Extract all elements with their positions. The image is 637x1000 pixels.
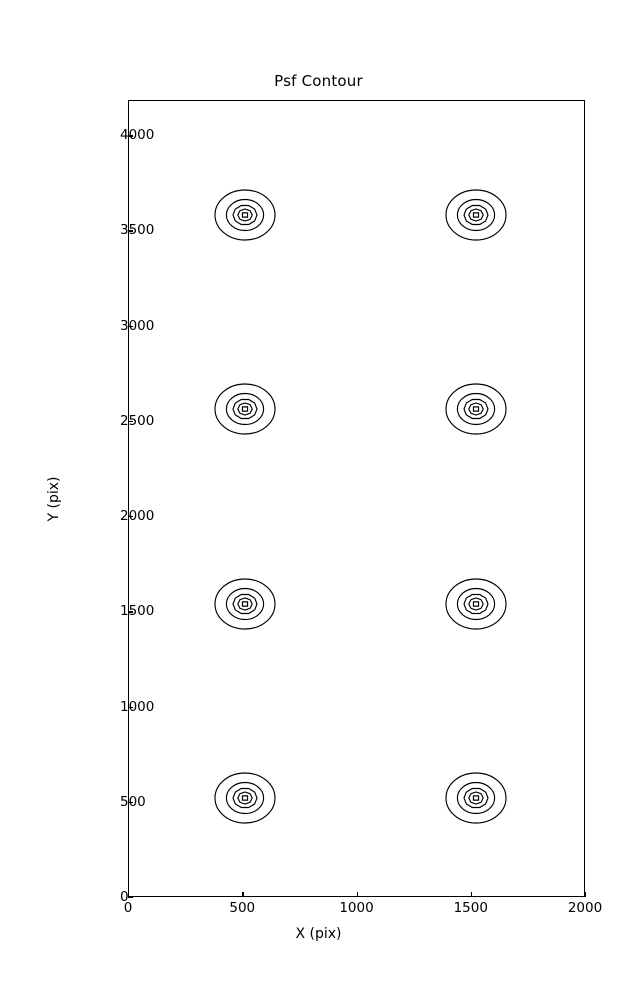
y-axis-tick <box>128 897 133 899</box>
contour-level-3 <box>236 791 253 805</box>
contour-level-2 <box>463 593 490 614</box>
x-axis-tick <box>242 892 244 897</box>
contour-level-4 <box>241 406 248 413</box>
contour-level-1 <box>457 199 496 232</box>
contour-level-0 <box>213 383 276 436</box>
contour-level-1 <box>457 781 496 815</box>
y-axis-tick-label: 3500 <box>120 222 155 239</box>
contour-level-3 <box>468 597 485 611</box>
psf-contour-group <box>213 189 276 241</box>
psf-contour-group <box>213 772 276 824</box>
psf-contour-group <box>213 383 276 436</box>
contour-level-0 <box>213 189 276 241</box>
psf-contour-group <box>213 578 276 630</box>
y-axis-tick <box>128 420 133 423</box>
y-axis-tick-label: 4000 <box>120 127 155 144</box>
y-axis-tick-label: 500 <box>120 793 146 810</box>
contour-level-1 <box>225 781 264 815</box>
axes-frame <box>128 100 585 897</box>
contour-level-4 <box>473 795 480 801</box>
contour-level-3 <box>236 402 253 417</box>
y-axis-tick-label: 1000 <box>120 698 155 715</box>
x-axis-tick-label: 0 <box>123 900 133 916</box>
contour-level-4 <box>473 212 480 218</box>
x-axis-label: X (pix) <box>295 926 342 942</box>
y-axis-tick <box>128 611 133 613</box>
contour-level-1 <box>225 393 264 426</box>
contour-level-1 <box>225 587 264 620</box>
x-axis-tick <box>470 892 473 897</box>
y-axis-tick-label: 0 <box>120 889 129 905</box>
contour-level-3 <box>468 208 485 222</box>
contour-level-1 <box>457 393 496 426</box>
contour-level-2 <box>231 787 258 809</box>
psf-contour-group <box>445 383 508 436</box>
contour-level-2 <box>231 593 258 614</box>
y-axis-tick-label: 2000 <box>120 508 155 525</box>
x-axis-tick-label: 1000 <box>339 900 374 916</box>
contour-level-3 <box>468 791 485 805</box>
contour-level-1 <box>225 199 264 232</box>
contour-level-0 <box>213 772 276 824</box>
x-axis-tick-label: 2000 <box>567 900 603 916</box>
contour-level-4 <box>241 601 248 607</box>
contour-level-0 <box>213 578 276 630</box>
psf-contour-group <box>445 772 508 824</box>
contour-level-0 <box>445 578 508 630</box>
contour-level-2 <box>231 205 258 226</box>
y-axis-tick <box>128 516 133 518</box>
y-axis-label: Y (pix) <box>46 476 62 522</box>
contour-level-4 <box>473 406 480 413</box>
y-axis-tick-label: 2500 <box>120 412 155 429</box>
contour-level-1 <box>457 587 496 620</box>
contour-level-0 <box>445 383 508 436</box>
y-axis-tick <box>128 135 133 137</box>
contour-level-4 <box>241 795 248 801</box>
psf-contour-group <box>445 189 508 241</box>
contour-level-2 <box>231 399 258 420</box>
y-axis-tick-label: 1500 <box>120 603 155 620</box>
x-axis-tick-label: 1500 <box>453 900 488 916</box>
contour-level-2 <box>463 205 490 226</box>
contour-level-0 <box>445 189 508 241</box>
y-axis-tick <box>128 325 133 327</box>
y-axis-tick <box>128 801 133 804</box>
contour-level-3 <box>468 402 485 417</box>
y-axis-tick <box>128 706 133 708</box>
contour-level-4 <box>241 212 248 218</box>
psf-contour-group <box>445 578 508 630</box>
contour-level-3 <box>236 597 253 611</box>
contour-level-4 <box>473 601 480 607</box>
x-axis-tick-label: 500 <box>229 900 256 916</box>
contour-level-2 <box>463 399 490 420</box>
x-axis-tick <box>356 892 358 897</box>
page-title: Psf Contour <box>274 72 363 90</box>
y-axis-tick <box>128 230 133 232</box>
x-axis-tick <box>585 892 587 897</box>
x-axis-tick <box>128 892 130 897</box>
y-axis-tick-label: 3000 <box>120 317 155 334</box>
contour-level-0 <box>445 772 508 824</box>
contour-level-3 <box>236 208 253 222</box>
contour-level-2 <box>463 787 490 809</box>
